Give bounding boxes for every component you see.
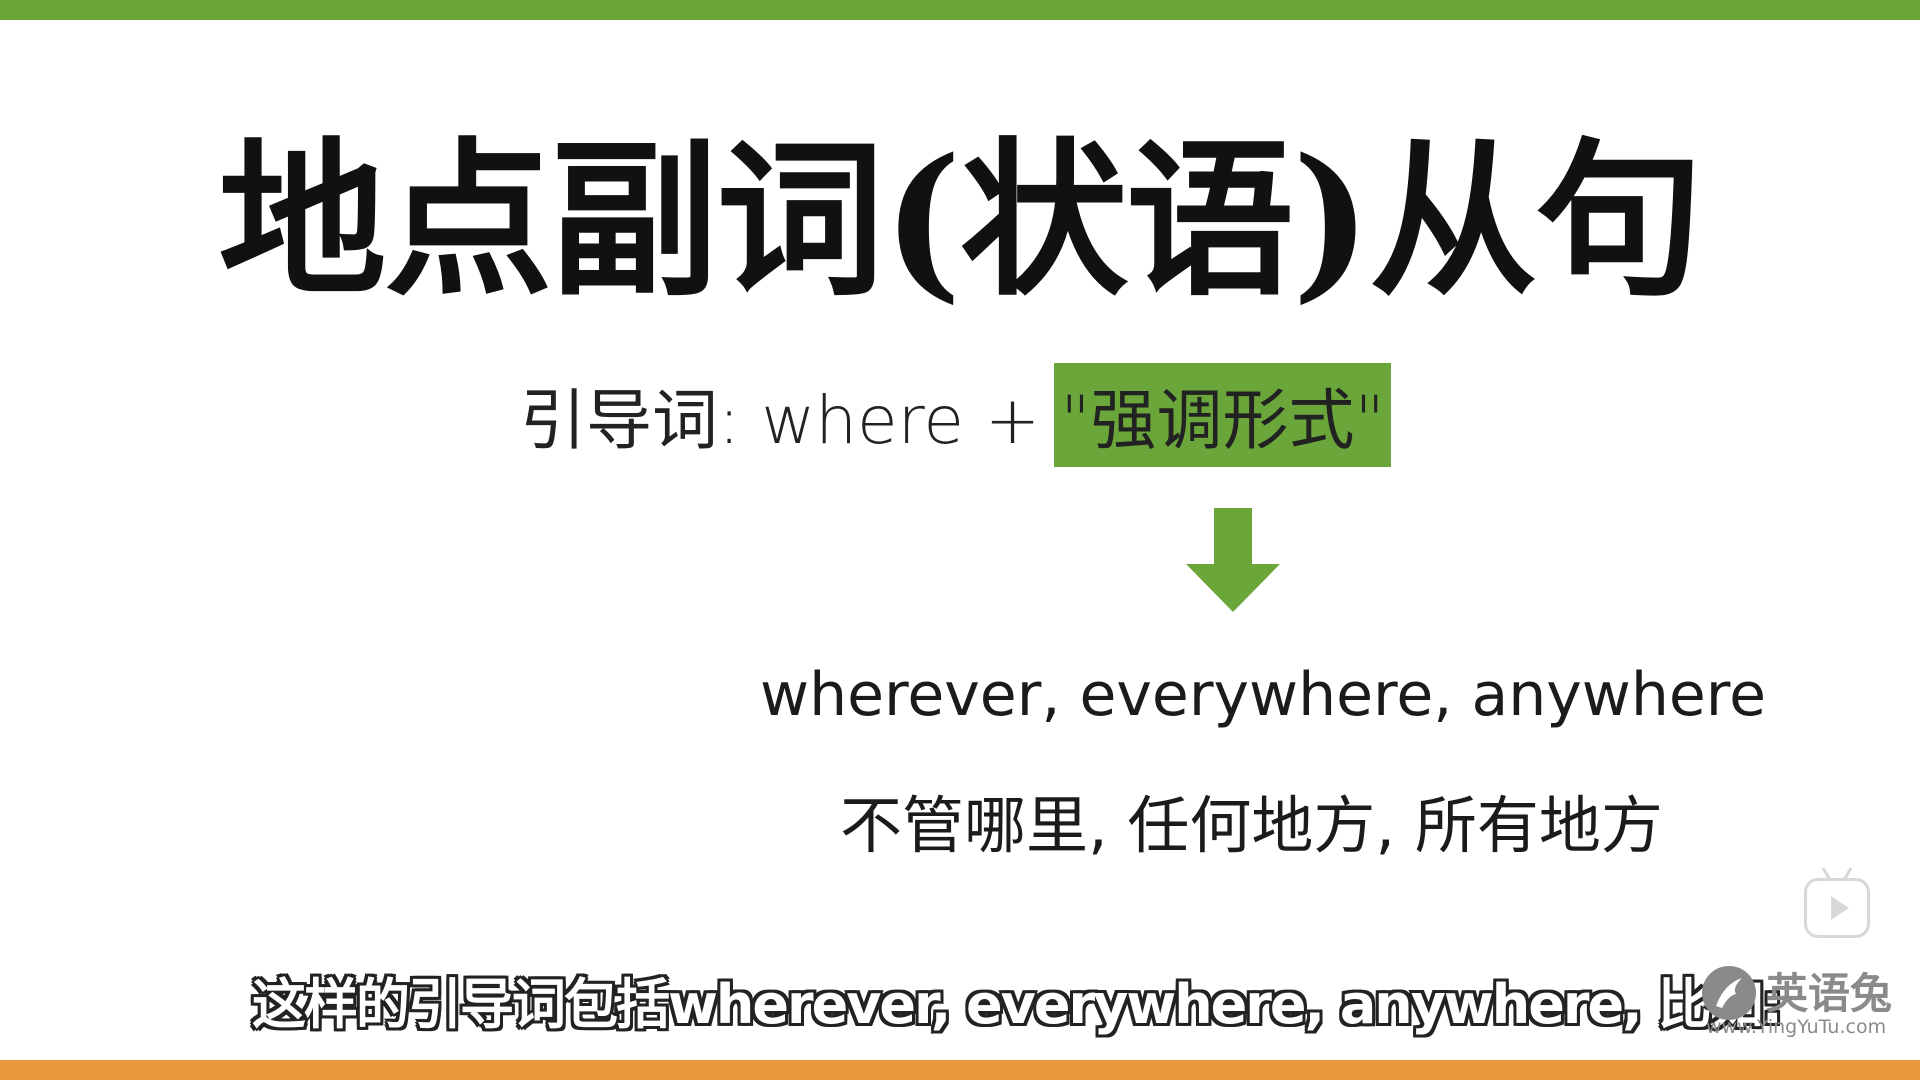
rabbit-logo-icon xyxy=(1702,966,1756,1020)
arrow-down-icon xyxy=(1186,508,1280,612)
watermark-name: 英语兔 xyxy=(1766,969,1893,1018)
watermark-logo: 英语兔 www.YingYuTu.com xyxy=(1702,960,1902,1042)
watermark-url: www.YingYuTu.com xyxy=(1706,1016,1887,1038)
top-accent-bar xyxy=(0,0,1920,20)
subtitle-highlight: "强调形式" xyxy=(1054,363,1391,467)
play-icon[interactable] xyxy=(1804,867,1870,938)
english-words: wherever, everywhere, anywhere xyxy=(760,660,1767,730)
video-caption: 这样的引导词包括wherever, everywhere, anywhere, … xyxy=(252,973,1783,1036)
play-triangle xyxy=(1831,896,1849,920)
antenna-right xyxy=(1842,867,1853,881)
slide-subtitle: 引导词: where + "强调形式" xyxy=(520,360,1391,470)
subtitle-prefix: 引导词: where + xyxy=(520,382,1041,459)
bottom-accent-bar xyxy=(0,1060,1920,1080)
slide-title: 地点副词(状语)从句 xyxy=(218,121,1704,319)
chinese-words: 不管哪里, 任何地方, 所有地方 xyxy=(840,789,1663,862)
antenna-left xyxy=(1821,867,1832,881)
